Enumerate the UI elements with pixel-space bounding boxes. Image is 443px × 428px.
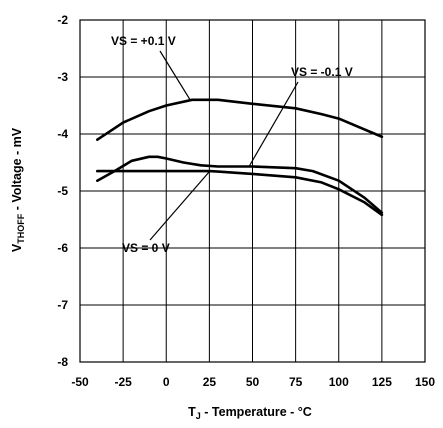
y-axis-title: VTHOFF - Voltage - mV <box>10 127 26 252</box>
y-tick-label: -6 <box>57 241 68 255</box>
x-tick-label: 0 <box>163 375 170 389</box>
y-tick-label: -4 <box>57 127 68 141</box>
x-axis-tick-labels: -50 -25 0 25 50 75 100 125 150 <box>71 375 435 389</box>
y-tick-label: -2 <box>57 13 68 27</box>
x-tick-label: 25 <box>203 375 217 389</box>
annotation-leader-lines <box>149 50 299 241</box>
x-tick-label: 50 <box>246 375 260 389</box>
x-tick-label: 150 <box>415 375 435 389</box>
x-tick-label: 100 <box>329 375 349 389</box>
series-annotations: VS = +0.1 V VS = -0.1 V VS = 0 V <box>111 34 353 255</box>
y-tick-label: -7 <box>57 298 68 312</box>
annotation-vs-minus-0-1-v: VS = -0.1 V <box>291 65 353 79</box>
grid-lines <box>79 19 426 363</box>
plot-frame <box>79 19 426 363</box>
annotation-leader-vs-0-v <box>149 171 210 241</box>
series-line-vs-0-v <box>96 169 384 217</box>
series-line-vs-minus-0-1-v <box>96 155 384 214</box>
annotation-vs-plus-0-1-v: VS = +0.1 V <box>111 34 176 48</box>
y-tick-label: -8 <box>57 355 68 369</box>
annotation-leader-vs-plus-0-1-v <box>159 50 191 101</box>
y-tick-label: -5 <box>57 184 68 198</box>
series-lines <box>96 98 384 217</box>
x-tick-label: 75 <box>289 375 303 389</box>
y-tick-label: -3 <box>57 70 68 84</box>
x-axis-title: TJ - Temperature - °C <box>188 405 312 421</box>
x-tick-label: -50 <box>71 375 89 389</box>
annotation-vs-0-v: VS = 0 V <box>122 241 170 255</box>
annotation-leader-vs-minus-0-1-v <box>248 81 299 167</box>
x-tick-label: 125 <box>372 375 392 389</box>
x-tick-label: -25 <box>114 375 132 389</box>
series-line-vs-plus-0-1-v <box>96 98 384 141</box>
y-axis-tick-labels: -2 -3 -4 -5 -6 -7 -8 <box>57 13 68 369</box>
